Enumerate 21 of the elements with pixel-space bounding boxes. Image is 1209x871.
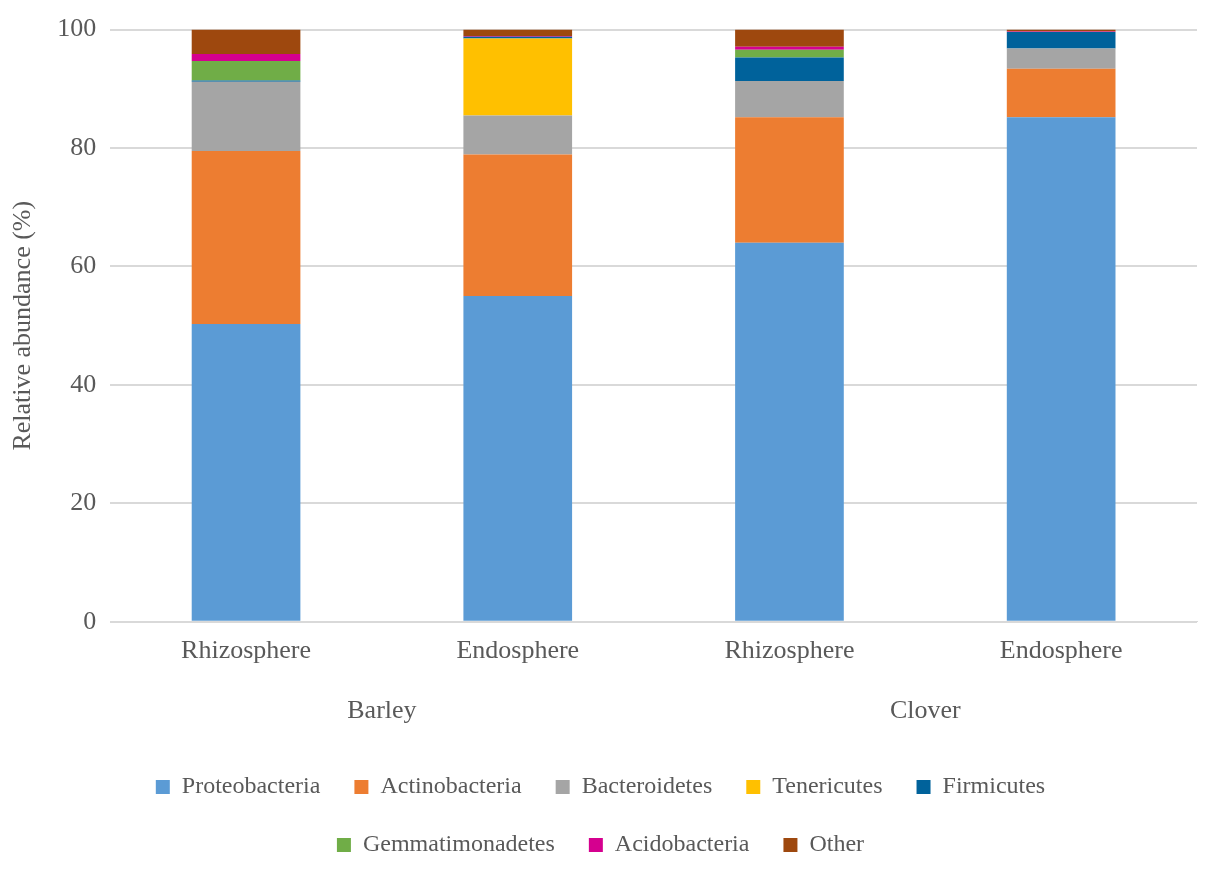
legend-label: Other	[809, 830, 865, 857]
legend-label: Proteobacteria	[181, 772, 321, 799]
text: Clover	[889, 694, 962, 724]
x-tick-label: Rhizosphere	[181, 635, 312, 665]
y-tick-label: 80	[70, 131, 97, 161]
y-tick-label: 40	[70, 368, 97, 398]
legend-label: Bacteroidetes	[581, 772, 713, 799]
legend-label: Tenericutes	[772, 772, 883, 799]
y-tick-label: 0	[83, 605, 97, 635]
legend-label: Firmicutes	[942, 772, 1046, 799]
legend-label: Gemmatimonadetes	[362, 830, 555, 857]
text: Barley	[347, 694, 417, 724]
x-tick-label: Rhizosphere	[724, 635, 855, 665]
y-tick-label: 60	[70, 250, 97, 280]
x-tick-label: Endosphere	[999, 635, 1123, 665]
x-tick-label: Endosphere	[456, 635, 580, 665]
y-axis-title: Relative abundance (%)	[7, 200, 37, 451]
y-tick-label: 20	[70, 487, 97, 517]
legend-label: Actinobacteria	[380, 772, 523, 799]
legend-label: Acidobacteria	[614, 830, 750, 857]
y-tick-label: 100	[57, 13, 97, 43]
